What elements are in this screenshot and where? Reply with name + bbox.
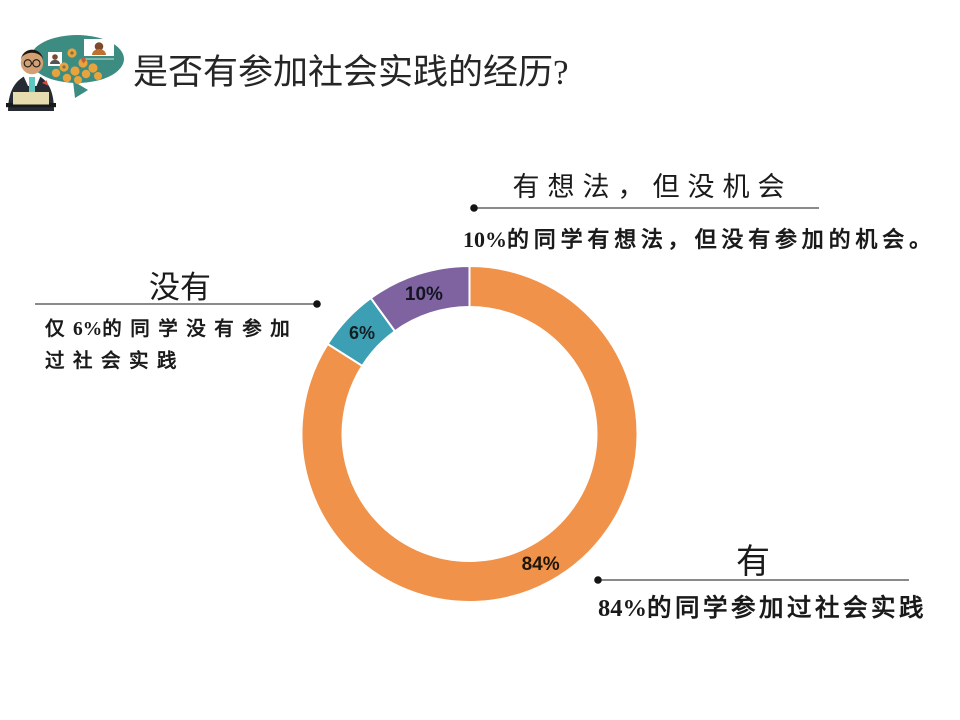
svg-text:6%: 6% bbox=[349, 323, 375, 343]
svg-text:10%: 10% bbox=[405, 284, 443, 305]
svg-text:84%: 84% bbox=[522, 554, 560, 575]
